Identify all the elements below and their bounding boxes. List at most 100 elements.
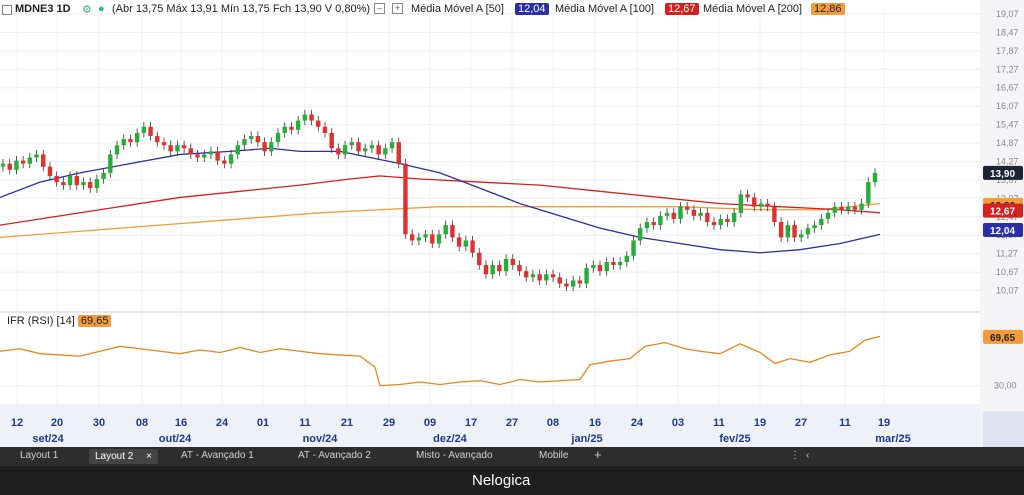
candle-body <box>664 212 670 216</box>
month-tick-label: fev/25 <box>719 433 750 445</box>
price-tick-label: 17,27 <box>996 64 1019 74</box>
price-label-last <box>983 165 1023 180</box>
candle-body <box>698 212 703 216</box>
tab-misto-avancado[interactable]: Misto - Avançado <box>416 450 493 461</box>
ma200-value: 12,86 <box>811 3 845 15</box>
candle-body <box>611 261 616 266</box>
add-tab-icon[interactable]: + <box>594 447 602 462</box>
candle-body <box>604 261 609 272</box>
day-tick-label: 27 <box>795 417 807 429</box>
candle-body <box>369 145 375 149</box>
candle-body <box>765 203 770 207</box>
tab-at-avancado-1[interactable]: AT - Avançado 1 <box>181 450 254 461</box>
day-tick-label: 19 <box>754 417 766 429</box>
minimize-icon[interactable]: – <box>374 3 385 14</box>
tab-layout-2-label: Layout 2 <box>95 451 134 462</box>
candle-body <box>121 139 126 146</box>
tab-mobile[interactable]: Mobile <box>539 450 569 461</box>
candle-body <box>329 132 334 149</box>
price-tick-label: 16,07 <box>996 101 1019 111</box>
candle-body <box>114 145 120 155</box>
ma200-label: Média Móvel A [200] <box>703 3 803 15</box>
candle-body <box>409 234 415 241</box>
price-tick-label: 18,47 <box>996 27 1019 37</box>
candle-body <box>684 206 690 210</box>
collapse-icon[interactable] <box>2 5 12 15</box>
candle-body <box>195 154 200 158</box>
day-tick-label: 11 <box>713 417 725 429</box>
add-indicator-icon[interactable]: + <box>392 3 403 14</box>
candle-body <box>403 163 408 235</box>
candle-body <box>289 126 294 130</box>
candle-body <box>389 142 395 149</box>
candle-body <box>336 148 341 155</box>
price-tick-label: 19,07 <box>996 9 1019 19</box>
candle-body <box>456 237 462 247</box>
candle-body <box>94 179 100 189</box>
day-tick-label: 12 <box>11 417 23 429</box>
rsi-axis-label <box>983 329 1023 344</box>
candle-body <box>396 142 401 164</box>
candle-body <box>316 120 321 127</box>
candle-body <box>825 212 831 219</box>
day-tick-label: 08 <box>547 417 559 429</box>
month-tick-label: set/24 <box>32 433 64 445</box>
month-tick-label: nov/24 <box>303 433 339 445</box>
candle-body <box>845 206 851 210</box>
candle-body <box>181 145 187 149</box>
candle-body <box>61 182 66 186</box>
candle-body <box>711 222 717 226</box>
candle-body <box>745 194 750 198</box>
candle-body <box>282 126 287 133</box>
layout-tabs: Layout 1 Layout 2 × AT - Avançado 1 AT -… <box>0 447 1024 466</box>
candle-body <box>302 114 308 121</box>
candle-body <box>161 142 167 146</box>
candle-body <box>436 234 442 244</box>
menu-icon[interactable]: ⋮ <box>790 450 800 461</box>
candle-body <box>584 268 589 284</box>
chart-header: MDNE3 1D ⚙ ● (Abr 13,75 Máx 13,91 Mín 13… <box>0 0 1024 20</box>
candle-body <box>644 222 650 229</box>
candle-body <box>416 237 422 241</box>
ma200-line <box>0 202 881 239</box>
chevron-left-icon[interactable]: ‹ <box>806 450 810 461</box>
candle-body <box>651 222 656 226</box>
candle-body <box>517 265 522 272</box>
symbol-label: MDNE3 1D <box>15 3 71 15</box>
candle-body <box>497 265 502 272</box>
price-chart[interactable]: 19,07 18,47 17,87 17,27 16,67 16,07 15,47 14,87… <box>0 0 1024 447</box>
candle-body <box>570 280 576 287</box>
close-tab-icon[interactable]: × <box>146 451 152 462</box>
ma100-value: 12,67 <box>665 3 699 15</box>
candle-body <box>758 203 764 207</box>
price-tick-label: 15,47 <box>996 120 1019 130</box>
candle-body <box>322 126 328 133</box>
candle-body <box>658 215 663 226</box>
candle-body <box>128 139 133 143</box>
month-tick-label: dez/24 <box>433 433 468 445</box>
ohlc-readout: (Abr 13,75 Máx 13,91 Mín 13,75 Fch 13,90… <box>112 3 371 15</box>
axis-corner <box>983 411 1024 447</box>
ma50-value: 12,04 <box>515 3 549 15</box>
day-tick-label: 20 <box>51 417 63 429</box>
settings-icon[interactable]: ⚙ <box>82 4 92 16</box>
tab-layout-1[interactable]: Layout 1 <box>20 450 59 461</box>
price-tick-label: 13,67 <box>996 175 1019 185</box>
candle-body <box>624 255 630 262</box>
tab-at-avancado-2[interactable]: AT - Avançado 2 <box>298 450 371 461</box>
candle-body <box>866 182 871 204</box>
candle-body <box>832 206 837 213</box>
ma100-label: Média Móvel A [100] <box>555 3 655 15</box>
day-tick-label: 11 <box>299 417 311 429</box>
price-tick-label: 10,67 <box>996 267 1019 277</box>
candle-body <box>772 206 777 223</box>
candle-body <box>463 240 469 247</box>
day-tick-label: 24 <box>216 417 229 429</box>
price-label-ma100-text: 12,67 <box>990 207 1015 218</box>
footer: Nelogica <box>0 466 1024 495</box>
candle-body <box>524 271 529 278</box>
month-tick-label: out/24 <box>159 433 192 445</box>
candle-body <box>490 265 495 275</box>
tab-layout-2[interactable]: Layout 2 × <box>89 449 158 464</box>
candle-body <box>752 197 757 207</box>
